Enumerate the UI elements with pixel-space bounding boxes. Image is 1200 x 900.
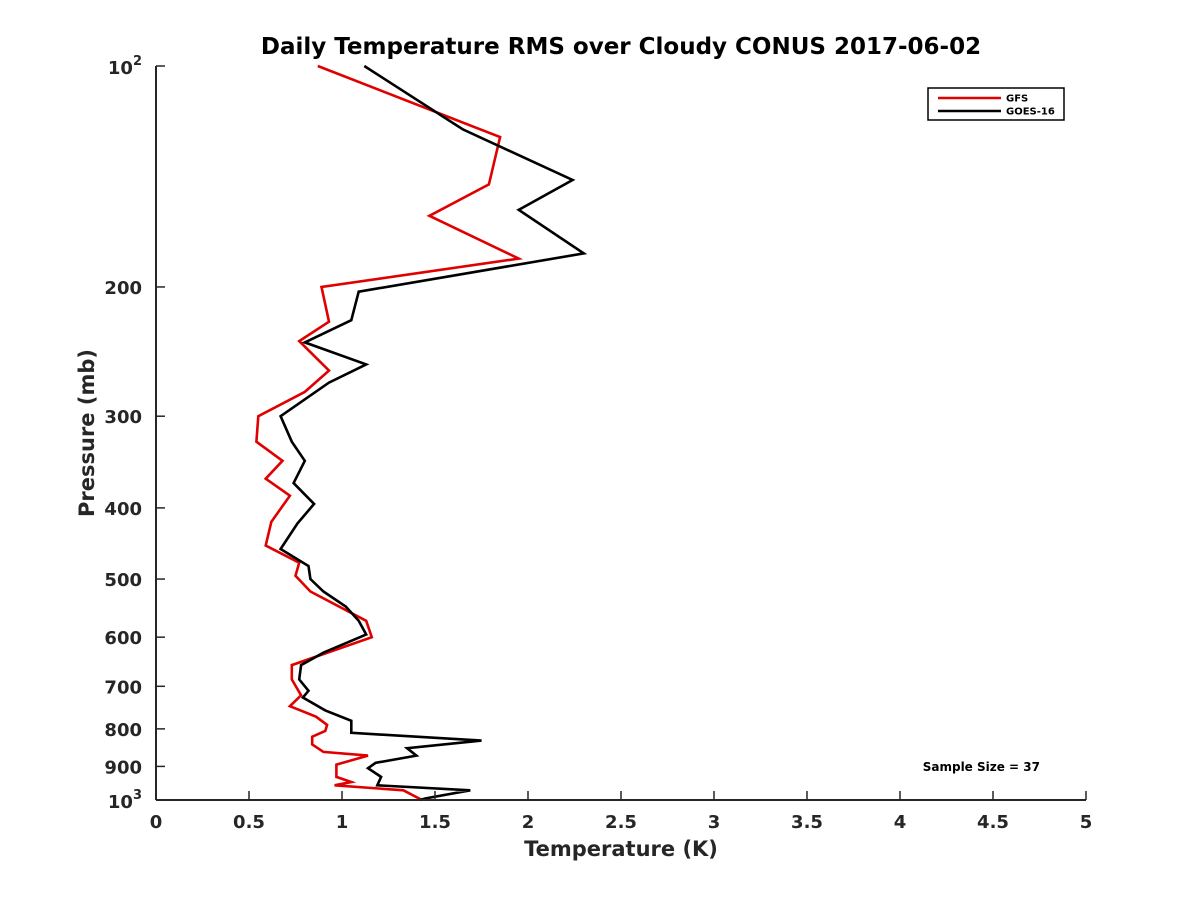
sample-size-annotation: Sample Size = 37 <box>923 760 1040 774</box>
y-tick-exponent: 2 <box>133 54 142 69</box>
legend-box <box>927 87 1065 121</box>
chart-title: Daily Temperature RMS over Cloudy CONUS … <box>261 34 981 60</box>
x-tick-label: 5 <box>1080 812 1093 833</box>
y-tick-label: 200 <box>104 278 142 299</box>
x-tick-label: 0.5 <box>233 812 265 833</box>
x-tick-label: 3 <box>708 812 721 833</box>
x-tick-label: 3.5 <box>791 812 823 833</box>
legend-label: GFS <box>1006 94 1028 105</box>
x-tick-label: 2 <box>522 812 535 833</box>
y-tick-label: 800 <box>104 720 142 741</box>
y-tick-label: 500 <box>104 570 142 591</box>
x-ticks: 0 0.5 1 1.5 2 2.5 3 3.5 4 4.5 5 <box>150 791 1093 833</box>
y-tick-label: 600 <box>104 628 142 649</box>
legend-label: GOES-16 <box>1006 107 1055 118</box>
y-tick-label: 900 <box>104 757 142 778</box>
axes <box>155 66 1086 801</box>
x-tick-label: 1.5 <box>419 812 451 833</box>
y-tick-label: 400 <box>104 499 142 520</box>
y-tick-label: 102 <box>108 54 142 79</box>
x-tick-label: 0 <box>150 812 163 833</box>
x-axis-label: Temperature (K) <box>524 837 718 861</box>
y-tick-label: 300 <box>104 407 142 428</box>
y-tick-base: 10 <box>108 792 133 813</box>
x-tick-label: 1 <box>336 812 349 833</box>
x-tick-label: 2.5 <box>605 812 637 833</box>
y-tick-label: 700 <box>104 677 142 698</box>
plot-lines <box>255 64 588 802</box>
y-tick-label: 103 <box>108 788 142 813</box>
y-axis-label: Pressure (mb) <box>75 349 99 517</box>
legend: GFS GOES-16 <box>927 87 1065 121</box>
y-tick-exponent: 3 <box>133 788 142 803</box>
x-tick-label: 4.5 <box>977 812 1009 833</box>
x-tick-label: 4 <box>894 812 907 833</box>
series-line-gfs <box>255 64 524 802</box>
y-tick-base: 10 <box>108 58 133 79</box>
series-line-goes-16 <box>278 64 588 802</box>
